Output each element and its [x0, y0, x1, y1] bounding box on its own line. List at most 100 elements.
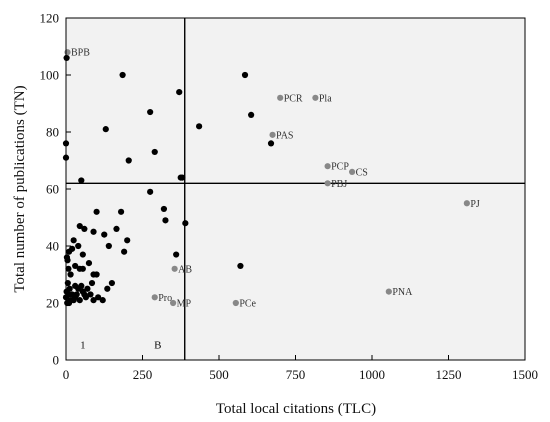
- data-point: [93, 271, 100, 278]
- point-label: PAS: [276, 130, 293, 141]
- labeled-data-point: [312, 94, 319, 101]
- data-point: [147, 108, 154, 116]
- data-point: [147, 188, 154, 195]
- x-axis-label: Total local citations (TLC): [216, 401, 376, 417]
- data-point: [182, 220, 189, 227]
- data-point: [79, 265, 86, 272]
- data-point: [125, 157, 132, 164]
- labeled-data-point: [170, 299, 177, 307]
- y-tick-label: 120: [40, 11, 60, 26]
- data-point: [241, 71, 249, 79]
- data-point: [248, 111, 255, 118]
- data-point: [65, 299, 73, 307]
- data-point: [72, 294, 79, 301]
- data-point: [104, 285, 111, 292]
- labeled-data-point: [171, 265, 178, 272]
- data-point: [121, 248, 128, 255]
- labeled-data-point: [385, 288, 392, 295]
- data-point: [108, 279, 115, 287]
- point-label: Pro: [158, 293, 172, 304]
- data-point: [119, 71, 126, 79]
- y-tick-label: 20: [46, 296, 59, 311]
- data-point: [64, 257, 71, 264]
- data-point: [84, 285, 91, 292]
- data-point: [88, 279, 96, 287]
- y-axis-label: Total number of publications (TN): [12, 85, 28, 292]
- labeled-data-point: [324, 180, 331, 187]
- quadrant-label: B: [154, 340, 161, 352]
- labeled-data-point: [151, 294, 158, 301]
- data-point: [113, 225, 120, 232]
- data-point: [67, 271, 74, 278]
- x-tick-label: 1000: [359, 367, 385, 382]
- x-tick-label: 1250: [436, 367, 462, 382]
- x-tick-label: 500: [209, 367, 229, 382]
- data-point: [179, 174, 186, 181]
- data-point: [99, 297, 106, 304]
- data-point: [75, 285, 82, 292]
- data-point: [162, 217, 169, 224]
- data-point: [101, 231, 108, 238]
- labeled-data-point: [269, 131, 276, 138]
- y-tick-label: 60: [46, 182, 59, 197]
- data-point: [87, 291, 94, 298]
- point-label: PJ: [470, 199, 480, 210]
- data-point: [82, 294, 89, 301]
- data-point: [85, 260, 93, 267]
- labeled-data-point: [463, 200, 470, 207]
- data-point: [79, 288, 86, 295]
- point-label: PNA: [392, 287, 413, 298]
- quadrant-label: 1: [80, 340, 86, 352]
- data-point: [63, 54, 70, 62]
- data-point: [196, 123, 203, 130]
- y-tick-label: 0: [53, 353, 60, 368]
- point-label: PBJ: [331, 179, 347, 190]
- data-point: [75, 242, 82, 250]
- data-point: [76, 222, 83, 230]
- x-tick-label: 250: [133, 367, 153, 382]
- x-axis-ticks: 0 250 500 750 1000 1250 1500: [63, 355, 538, 382]
- data-points: [62, 49, 470, 307]
- data-point: [69, 245, 76, 252]
- x-tick-label: 1500: [512, 367, 538, 382]
- data-point: [237, 262, 244, 270]
- point-label: PCP: [331, 162, 349, 173]
- x-tick-label: 750: [286, 367, 306, 382]
- data-point: [160, 205, 168, 213]
- data-point: [176, 89, 183, 96]
- plot-background: [66, 18, 525, 360]
- point-labels: BPB PCR Pla PAS PCP CS PBJ PJ AB PNA Pro MP PCe: [71, 48, 480, 310]
- plot-frame: [65, 17, 526, 361]
- data-point: [267, 140, 275, 147]
- labeled-data-point: [349, 168, 356, 175]
- data-point: [93, 208, 100, 215]
- data-point: [105, 242, 112, 250]
- point-label: BPB: [71, 48, 90, 59]
- x-tick-label: 0: [63, 367, 70, 382]
- y-tick-label: 40: [46, 239, 59, 254]
- labeled-data-point: [232, 299, 239, 307]
- point-label: PCe: [239, 299, 256, 310]
- data-point: [117, 208, 125, 215]
- labeled-data-point: [324, 163, 331, 170]
- data-point: [90, 297, 97, 304]
- point-label: AB: [178, 264, 192, 275]
- data-point: [151, 148, 158, 156]
- point-label: Pla: [319, 93, 332, 104]
- point-label: PCR: [284, 93, 303, 104]
- labeled-data-point: [277, 94, 284, 101]
- data-point: [70, 237, 77, 244]
- data-point: [79, 251, 86, 258]
- y-axis-ticks: 0 20 40 60 80 100 120: [40, 11, 71, 368]
- data-point: [95, 294, 102, 301]
- data-point: [124, 237, 131, 244]
- y-tick-label: 100: [40, 68, 60, 83]
- point-label: CS: [356, 167, 368, 178]
- data-point: [78, 177, 85, 184]
- data-point: [65, 265, 72, 272]
- data-point: [102, 126, 109, 133]
- point-label: MP: [177, 299, 192, 310]
- y-tick-label: 80: [46, 125, 59, 140]
